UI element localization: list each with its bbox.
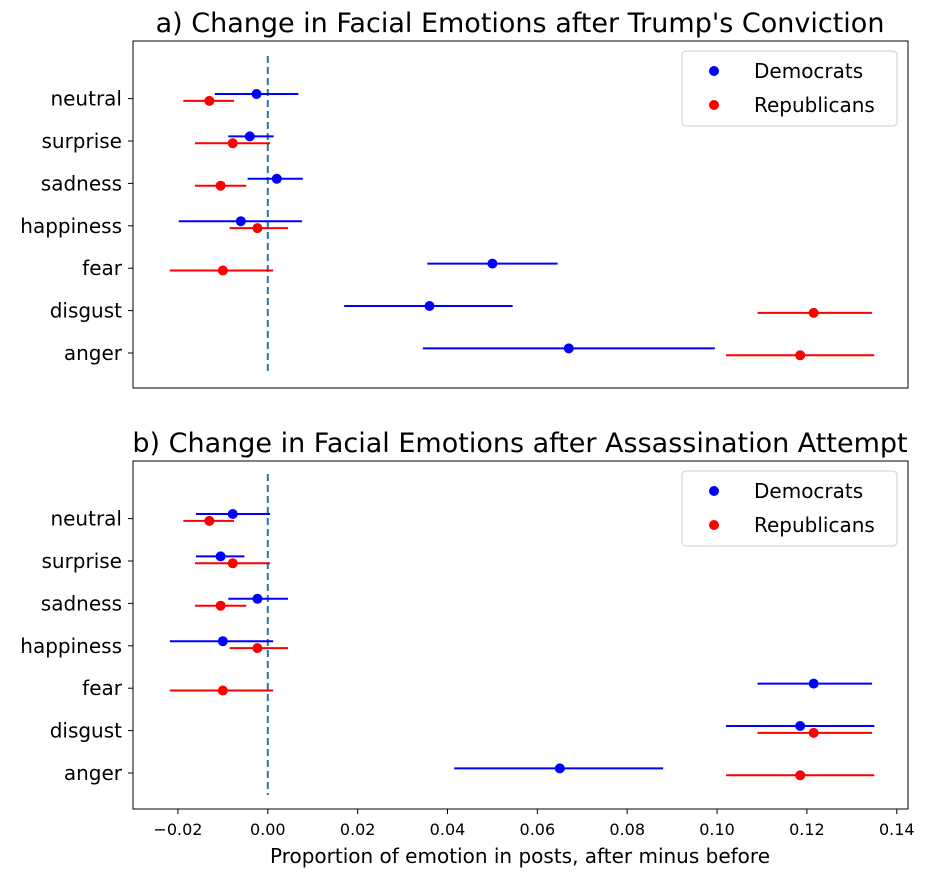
point-democrats-anger xyxy=(554,763,565,774)
point-republicans-neutral xyxy=(204,95,215,106)
category-label-neutral: neutral xyxy=(50,507,122,531)
category-label-surprise: surprise xyxy=(41,129,122,153)
panel-a: a) Change in Facial Emotions after Trump… xyxy=(20,8,909,389)
point-republicans-anger xyxy=(795,770,806,781)
panel-b-legend-rep-label: Republicans xyxy=(754,513,875,537)
category-label-disgust: disgust xyxy=(50,299,122,323)
panel-a-legend-dem-marker xyxy=(709,66,719,76)
point-republicans-fear xyxy=(217,685,228,696)
panel-b-legend-dem-label: Democrats xyxy=(754,479,863,503)
category-label-fear: fear xyxy=(82,256,123,280)
x-tick-label: 0.12 xyxy=(789,820,825,839)
point-democrats-sadness xyxy=(271,173,282,184)
point-republicans-happiness xyxy=(252,223,263,234)
panel-b: b) Change in Facial Emotions after Assas… xyxy=(20,428,914,868)
point-republicans-sadness xyxy=(215,600,226,611)
category-label-disgust: disgust xyxy=(50,719,122,743)
category-label-sadness: sadness xyxy=(41,171,122,195)
point-republicans-anger xyxy=(795,350,806,361)
panel-b-legend-rep-marker xyxy=(709,520,719,530)
x-tick-label: 0.10 xyxy=(699,820,735,839)
x-tick-label: 0.04 xyxy=(430,820,466,839)
x-tick-label: −0.02 xyxy=(153,820,202,839)
panel-b-marks xyxy=(169,509,875,781)
point-democrats-disgust xyxy=(424,301,435,311)
panel-a-legend-rep-marker xyxy=(709,100,719,110)
point-republicans-happiness xyxy=(252,643,263,654)
point-republicans-sadness xyxy=(215,180,226,191)
category-label-happiness: happiness xyxy=(20,634,122,658)
panel-a-legend-box xyxy=(681,50,898,127)
point-democrats-anger xyxy=(563,343,574,354)
point-republicans-neutral xyxy=(204,515,215,526)
category-label-sadness: sadness xyxy=(41,591,122,615)
point-democrats-neutral xyxy=(227,509,238,519)
panel-a-legend-rep-label: Republicans xyxy=(754,93,875,117)
panel-a-marks xyxy=(169,89,875,361)
point-republicans-surprise xyxy=(227,138,238,149)
point-republicans-disgust xyxy=(808,307,819,318)
x-tick-label: 0.14 xyxy=(879,820,915,839)
panel-a-title: a) Change in Facial Emotions after Trump… xyxy=(156,8,885,39)
panel-b-category-labels: anger disgust fear happiness sadness surprise… xyxy=(20,507,133,785)
point-democrats-neutral xyxy=(251,89,262,99)
panel-b-x-axis-label: Proportion of emotion in posts, after mi… xyxy=(270,844,770,868)
x-tick-label: 0.08 xyxy=(609,820,645,839)
point-republicans-fear xyxy=(217,265,228,276)
point-democrats-surprise xyxy=(244,131,255,142)
x-tick-label: 0.02 xyxy=(340,820,376,839)
point-republicans-disgust xyxy=(808,727,819,738)
point-democrats-happiness xyxy=(217,636,228,647)
panel-a-category-labels: anger disgust fear happiness sadness surprise… xyxy=(20,87,133,365)
panel-a-legend: Democrats Republicans xyxy=(681,50,898,127)
panel-b-frame xyxy=(132,460,909,810)
point-democrats-fear xyxy=(808,678,819,689)
panel-a-legend-dem-label: Democrats xyxy=(754,59,863,83)
panel-a-frame xyxy=(132,40,909,389)
category-label-happiness: happiness xyxy=(20,214,122,238)
category-label-fear: fear xyxy=(82,676,123,700)
x-tick-label: 0.00 xyxy=(250,820,286,839)
category-label-neutral: neutral xyxy=(50,87,122,111)
panel-b-legend: Democrats Republicans xyxy=(681,470,898,547)
point-democrats-fear xyxy=(487,258,498,269)
panel-b-title: b) Change in Facial Emotions after Assas… xyxy=(132,428,907,459)
category-label-anger: anger xyxy=(64,761,123,785)
point-democrats-sadness xyxy=(252,593,263,604)
point-republicans-surprise xyxy=(227,558,238,569)
panel-b-legend-dem-marker xyxy=(709,486,719,496)
x-tick-label: 0.06 xyxy=(520,820,556,839)
category-label-surprise: surprise xyxy=(41,549,122,573)
category-label-anger: anger xyxy=(64,341,123,365)
point-democrats-surprise xyxy=(215,551,226,562)
panel-b-legend-box xyxy=(681,470,898,547)
point-democrats-happiness xyxy=(235,216,246,227)
point-democrats-disgust xyxy=(795,721,806,731)
panel-b-x-ticks: −0.02 0.00 0.02 0.04 0.06 0.08 0.10 0.12 0.14 xyxy=(153,809,915,839)
